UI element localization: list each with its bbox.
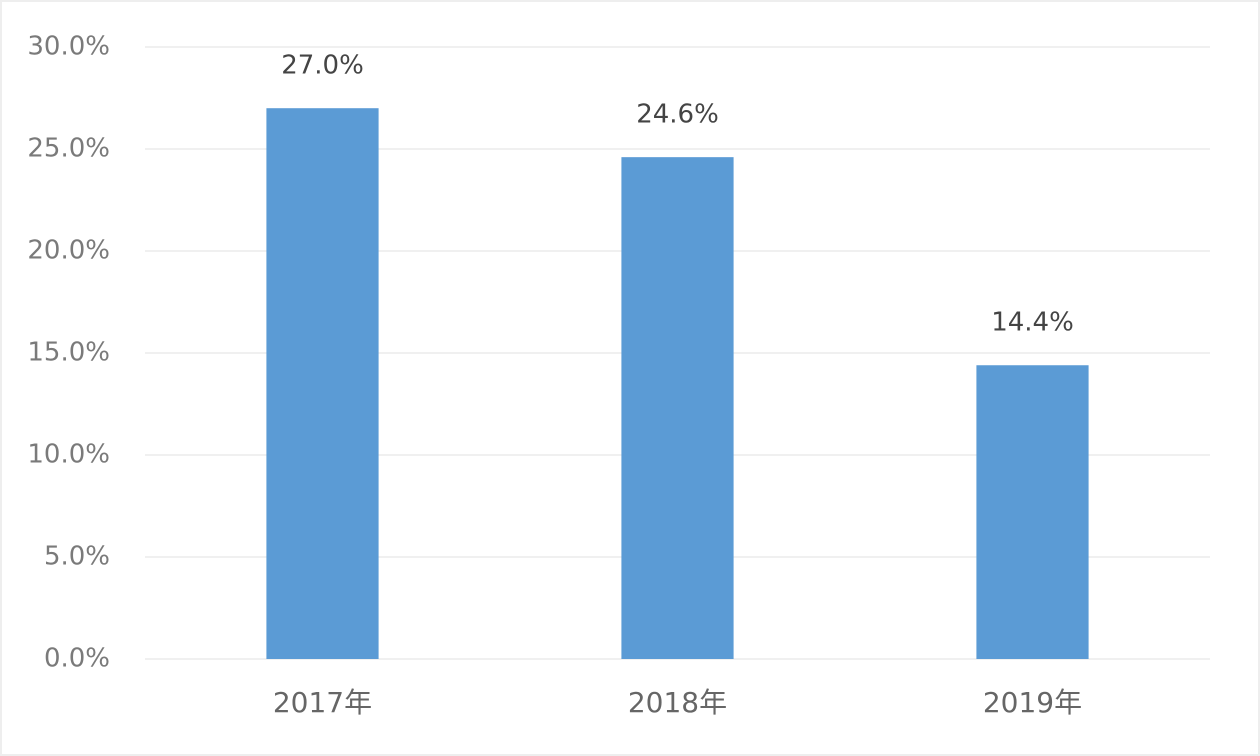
bar — [266, 108, 379, 659]
x-tick-label: 2017年 — [273, 686, 372, 719]
y-tick-label: 15.0% — [27, 338, 110, 368]
y-tick-label: 30.0% — [27, 32, 110, 62]
value-label: 27.0% — [281, 51, 364, 81]
y-tick-label: 10.0% — [27, 440, 110, 470]
value-label: 24.6% — [636, 100, 719, 130]
y-tick-label: 20.0% — [27, 236, 110, 266]
x-tick-label: 2018年 — [628, 686, 727, 719]
y-tick-label: 0.0% — [44, 644, 110, 674]
bar — [621, 157, 734, 659]
value-label: 14.4% — [991, 308, 1074, 338]
y-tick-label: 5.0% — [44, 542, 110, 572]
y-tick-label: 25.0% — [27, 134, 110, 164]
x-tick-label: 2019年 — [983, 686, 1082, 719]
bar — [976, 365, 1089, 659]
